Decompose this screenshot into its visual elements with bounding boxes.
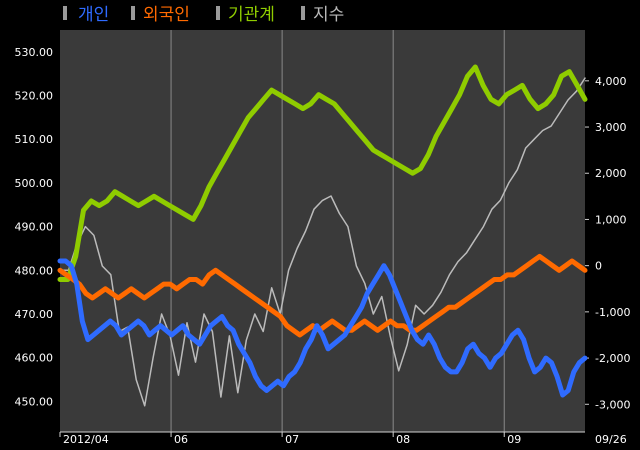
right-tick-label-7: 4,000 [595,75,627,88]
left-tick-label-4: 490.00 [15,221,54,234]
right-tick-label-5: 2,000 [595,167,627,180]
x-tick-label-3: 08 [396,433,410,446]
right-tick-label-1: -2,000 [595,352,630,365]
right-tick-label-4: 1,000 [595,213,627,226]
left-tick-label-1: 460.00 [15,352,54,365]
legend-mark-series-3 [301,6,305,20]
series-lines [57,64,588,407]
x-end-label: 09/26 [595,433,627,446]
series-line-1 [57,253,588,338]
plot-area [60,30,585,432]
right-tick-label-0: -3,000 [595,398,630,411]
legend-label-series-1: 외국인 [143,5,190,25]
legend: 개인 외국인 기관계 지수 [63,5,344,25]
right-axis-ticks: -3,000 -2,000 -1,000 0 1,000 2,000 3,000 4,000 [585,75,630,411]
right-tick-label-6: 3,000 [595,121,627,134]
legend-mark-series-0 [63,6,67,20]
legend-mark-series-2 [216,6,220,20]
series-line-3 [59,77,586,407]
left-tick-label-5: 500.00 [15,177,54,190]
x-axis-ticks: 2012/04 06 07 08 09 09/26 [59,432,627,446]
left-tick-label-7: 520.00 [15,90,54,103]
right-tick-label-2: -1,000 [595,306,630,319]
x-tick-label-0: 2012/04 [63,433,109,446]
x-tick-label-1: 06 [174,433,188,446]
left-axis-ticks: 450.00 460.00 470.00 480.00 490.00 500.00 510.… [15,46,54,409]
legend-label-series-0: 개인 [78,5,109,25]
left-tick-label-6: 510.00 [15,133,54,146]
left-tick-label-8: 530.00 [15,46,54,59]
legend-mark-series-1 [131,6,135,20]
series-line-2 [57,64,588,282]
legend-label-series-3: 지수 [313,5,344,25]
x-tick-label-2: 07 [285,433,299,446]
x-tick-label-4: 09 [507,433,521,446]
series-line-0 [57,258,588,398]
left-tick-label-0: 450.00 [15,395,54,408]
left-tick-label-3: 480.00 [15,264,54,277]
legend-label-series-2: 기관계 [228,5,275,25]
left-tick-label-2: 470.00 [15,308,54,321]
right-tick-label-3: 0 [595,260,602,273]
